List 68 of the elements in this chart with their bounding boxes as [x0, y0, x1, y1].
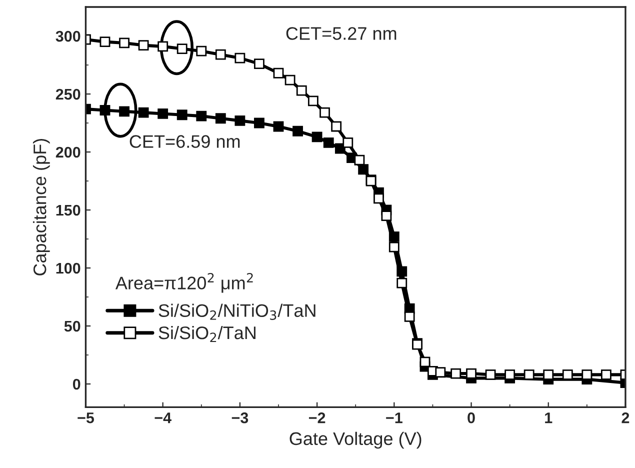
x-tick-label: −4	[154, 412, 172, 424]
point	[292, 126, 303, 136]
point	[308, 96, 318, 106]
y-tick-label: 100	[56, 262, 80, 274]
point	[331, 121, 342, 132]
point	[342, 138, 354, 148]
x-tick-label: −3	[232, 412, 248, 424]
point	[158, 108, 168, 119]
point	[119, 38, 130, 48]
legend-label: Si/SiO$_{2}$/NiTiO$_{3}$/TaN	[158, 304, 316, 320]
annotation: CET=5.27 nm	[286, 27, 396, 40]
point	[312, 132, 322, 142]
point	[254, 58, 264, 70]
point	[543, 369, 554, 380]
annotation: Area=π120$^{2}$ μm$^{2}$	[115, 272, 253, 293]
point	[582, 369, 592, 380]
point	[485, 369, 496, 380]
point	[100, 105, 110, 116]
point	[396, 278, 408, 288]
point	[323, 138, 334, 148]
y-tick-label: 250	[56, 88, 80, 100]
y-tick-label: 300	[56, 30, 80, 42]
point	[215, 49, 226, 60]
point	[176, 44, 188, 54]
point	[296, 85, 307, 96]
point	[524, 369, 534, 380]
point	[320, 107, 330, 118]
point	[354, 154, 365, 166]
point	[138, 107, 149, 118]
point	[215, 113, 226, 124]
point	[273, 68, 284, 78]
y-tick-label: 150	[56, 204, 80, 216]
point	[273, 121, 284, 132]
point	[196, 46, 207, 56]
point	[119, 106, 130, 117]
y-axis-title: Capacitance (pF)	[32, 138, 50, 276]
point	[138, 40, 149, 51]
y-tick-label: 50	[64, 320, 80, 332]
y-tick-label: 0	[72, 378, 80, 390]
point	[254, 118, 264, 128]
point	[381, 210, 392, 221]
x-tick-label: −1	[386, 412, 402, 424]
x-tick-label: 1	[545, 412, 552, 424]
point	[374, 193, 384, 204]
point	[600, 369, 612, 380]
x-tick-label: −5	[78, 412, 94, 424]
point	[466, 368, 476, 379]
x-tick-label: 0	[468, 412, 475, 424]
point	[450, 368, 462, 379]
x-tick-label: −2	[308, 412, 326, 424]
point	[562, 369, 573, 380]
point	[158, 41, 168, 52]
point	[388, 242, 400, 252]
point	[284, 74, 296, 86]
y-tick-label: 200	[56, 146, 80, 158]
x-tick-label: 2	[622, 412, 630, 424]
point	[100, 36, 110, 48]
point	[435, 367, 446, 378]
point	[234, 52, 246, 64]
annotation: CET=6.59 nm	[130, 135, 240, 148]
point	[504, 369, 516, 380]
legend-label: Si/SiO$_{2}$/TaN	[158, 326, 256, 342]
point	[196, 110, 207, 122]
point	[176, 110, 188, 120]
x-axis-title: Gate Voltage (V)	[290, 432, 422, 449]
point	[234, 115, 246, 126]
point	[404, 311, 415, 322]
point	[420, 356, 430, 368]
